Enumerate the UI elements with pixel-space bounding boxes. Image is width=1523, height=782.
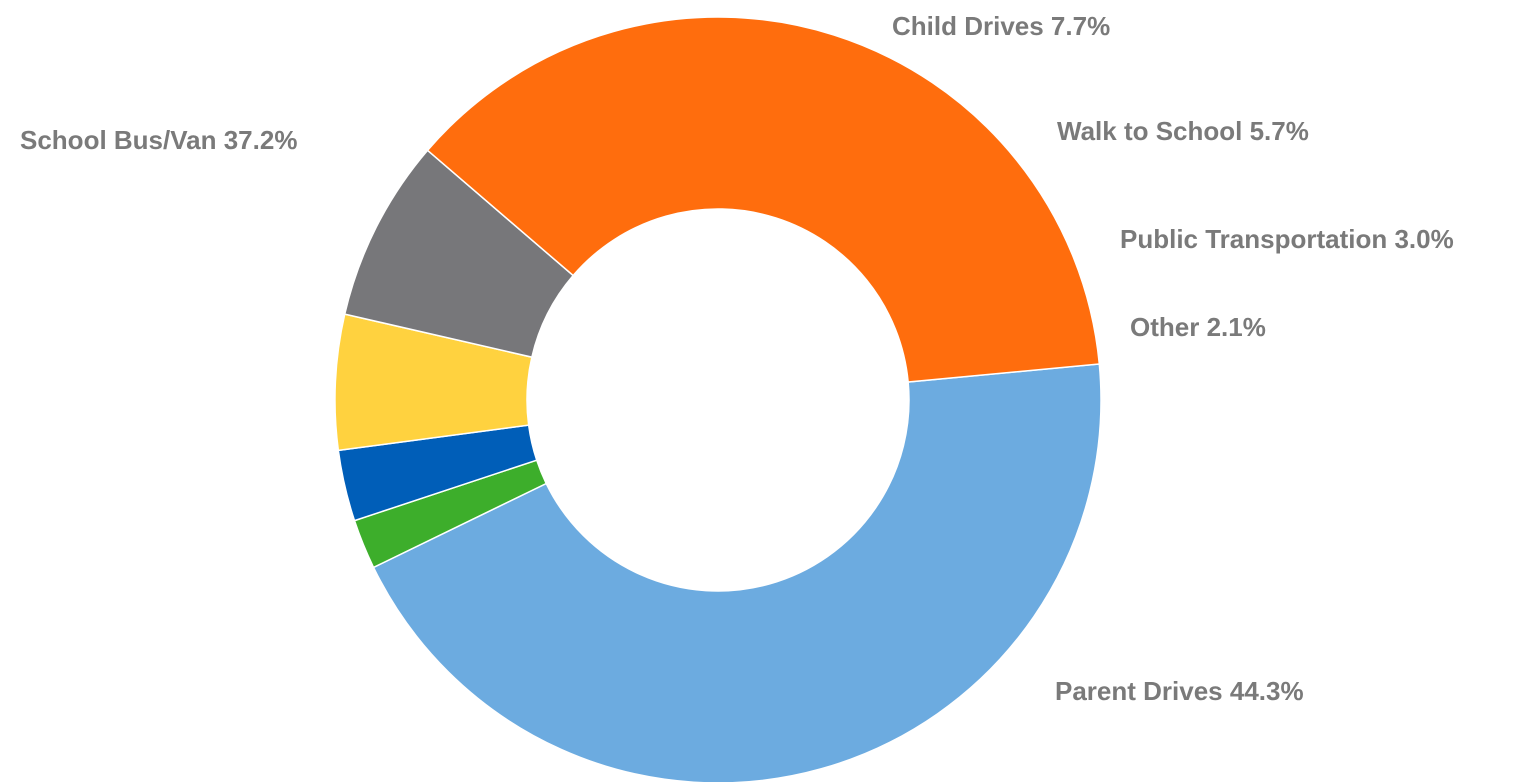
slice-labels: Parent Drives 44.3% Other 2.1% Public Tran…: [20, 11, 1454, 706]
data-label-child-drives: Child Drives 7.7%: [892, 11, 1110, 41]
slice-school-bus-van: [426, 16, 1101, 383]
donut-slices: [334, 16, 1102, 782]
data-label-other: Other 2.1%: [1130, 312, 1266, 342]
data-label-parent-drives: Parent Drives 44.3%: [1055, 676, 1304, 706]
data-label-public-transportation: Public Transportation 3.0%: [1120, 224, 1454, 254]
slice-parent-drives: [372, 363, 1102, 782]
data-label-walk-to-school: Walk to School 5.7%: [1057, 116, 1309, 146]
data-label-school-bus-van: School Bus/Van 37.2%: [20, 125, 297, 155]
